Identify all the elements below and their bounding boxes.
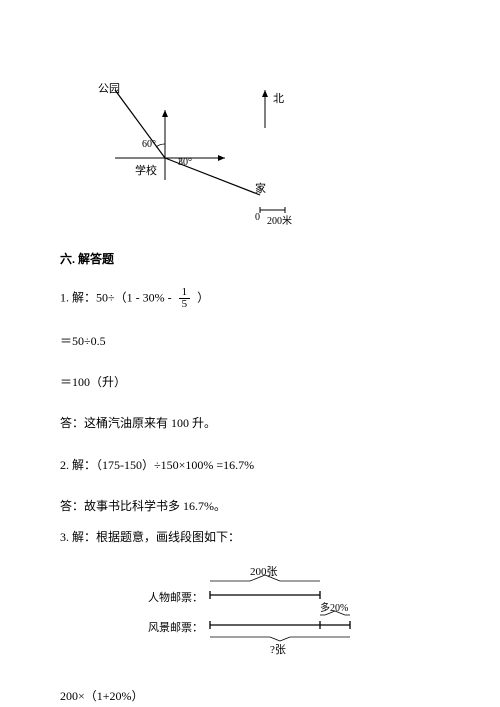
q1-line3: ＝100（升） [60, 373, 440, 392]
q1-line1: 1. 解：50÷（1 - 30% - 1 5 ） [60, 287, 440, 310]
q1-frac-den: 5 [179, 299, 191, 310]
q1-line4: 答：这桶汽油原来有 100 升。 [60, 414, 440, 433]
scale0-label: 0 [255, 212, 260, 223]
right-20pct-label: 多20% [320, 599, 348, 614]
q2-line2: 答：故事书比科学书多 16.7%。 [60, 497, 440, 516]
q1-line1-pre: 1. 解：50÷（1 - 30% - [60, 290, 175, 304]
section-title: 六. 解答题 [60, 250, 440, 267]
park-label: 公园 [98, 80, 120, 96]
school-label: 学校 [135, 162, 157, 178]
north-label: 北 [273, 90, 284, 106]
q3-line2: 200×（1+20%） [60, 687, 440, 706]
q3-line1: 3. 解：根据题意，画线段图如下： [60, 528, 440, 547]
direction-diagram: 公园 北 60° 30° 学校 家 0 200米 [60, 50, 300, 220]
scale1-label: 200米 [267, 212, 292, 227]
row2-label: 风景邮票： [148, 619, 203, 635]
q1-line1-post: ） [197, 290, 209, 304]
top-200-label: 200张 [250, 563, 278, 579]
bottom-q-label: ?张 [270, 641, 286, 657]
q2-line1: 2. 解：（175-150）÷150×100% =16.7% [60, 456, 440, 475]
q1-fraction: 1 5 [179, 287, 191, 310]
row1-label: 人物邮票： [148, 589, 203, 605]
q1-line2: ＝50÷0.5 [60, 332, 440, 351]
angle60-label: 60° [142, 139, 156, 150]
home-label: 家 [255, 180, 266, 196]
angle30-label: 30° [178, 157, 192, 168]
bar-segment-diagram: 200张 人物邮票： 风景邮票： 多20% ?张 [120, 567, 380, 657]
